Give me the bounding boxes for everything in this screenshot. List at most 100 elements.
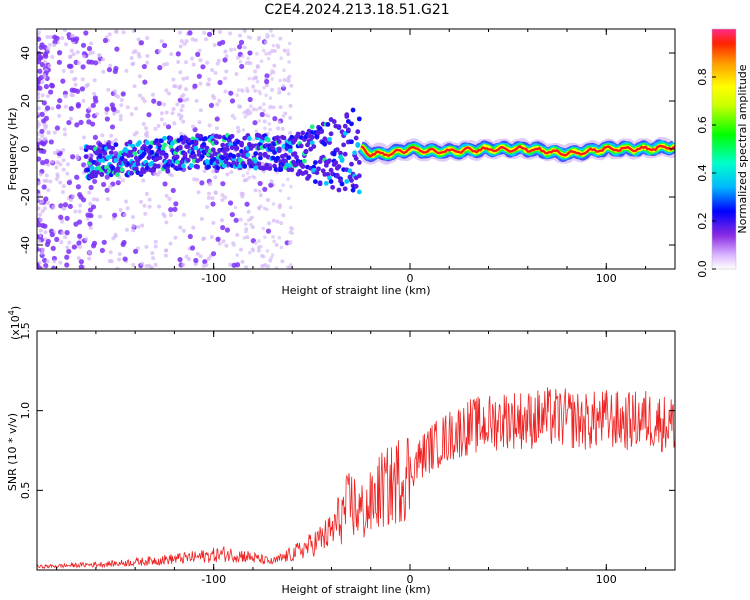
spectrum-mark <box>272 150 277 155</box>
noise-mark <box>271 43 276 48</box>
noise-mark <box>124 227 129 232</box>
noise-mark <box>182 41 187 46</box>
noise-mark <box>92 60 99 66</box>
spectrum-mark <box>225 146 230 152</box>
noise-mark <box>131 223 136 228</box>
noise-mark <box>87 190 92 195</box>
noise-mark <box>289 184 293 189</box>
noise-mark <box>39 111 45 117</box>
noise-mark <box>104 116 110 122</box>
noise-mark <box>58 162 63 167</box>
noise-mark <box>112 212 118 218</box>
noise-mark <box>37 145 40 151</box>
noise-mark <box>274 266 279 269</box>
noise-mark <box>118 207 123 212</box>
noise-mark <box>206 195 211 200</box>
noise-mark <box>40 93 45 98</box>
noise-mark <box>120 178 125 183</box>
noise-mark <box>102 37 109 44</box>
noise-mark <box>101 239 107 245</box>
spectrum-mark <box>339 158 345 163</box>
noise-mark <box>288 130 293 135</box>
spectrum-mark <box>144 140 150 145</box>
spectrum-mark <box>294 154 299 160</box>
noise-mark <box>185 76 190 81</box>
x-tick-label: 100 <box>596 272 617 285</box>
noise-mark <box>37 95 41 100</box>
noise-mark <box>205 204 210 209</box>
spectrum-mark <box>303 169 309 175</box>
noise-mark <box>279 245 284 250</box>
noise-mark <box>39 251 44 256</box>
noise-mark <box>286 48 290 53</box>
noise-mark <box>247 175 252 180</box>
noise-mark <box>153 244 158 249</box>
noise-mark <box>181 119 186 124</box>
spectrum-mark <box>300 130 306 136</box>
colorbar-frame <box>711 28 737 270</box>
noise-mark <box>245 112 250 117</box>
noise-mark <box>124 199 129 204</box>
y-tick-label: 1.0 <box>19 402 32 420</box>
spectrum-mark <box>281 135 287 141</box>
noise-mark <box>100 133 105 138</box>
noise-mark <box>50 245 56 251</box>
spectrum-mark <box>221 163 227 169</box>
noise-mark <box>242 45 247 50</box>
noise-mark <box>274 242 279 247</box>
noise-mark <box>62 127 67 132</box>
noise-mark <box>78 203 83 208</box>
noise-mark <box>60 190 65 195</box>
noise-mark <box>42 206 47 211</box>
noise-mark <box>82 135 87 140</box>
noise-mark <box>198 58 203 63</box>
noise-mark <box>244 61 249 66</box>
noise-mark <box>235 253 240 257</box>
noise-mark <box>162 214 167 219</box>
noise-mark <box>229 47 234 52</box>
spectrum-mark <box>328 131 334 137</box>
noise-mark <box>254 107 259 112</box>
spectrum-mark <box>270 145 276 151</box>
noise-mark <box>55 174 60 179</box>
spectrum-mark <box>339 181 345 187</box>
noise-mark <box>189 56 194 61</box>
noise-mark <box>66 63 73 69</box>
noise-mark <box>237 33 242 38</box>
noise-mark <box>228 262 233 267</box>
noise-mark <box>262 186 268 192</box>
noise-mark <box>143 126 148 131</box>
noise-mark <box>37 246 40 252</box>
noise-mark <box>191 62 196 67</box>
noise-mark <box>79 146 84 151</box>
noise-mark <box>64 262 70 268</box>
noise-mark <box>85 113 91 119</box>
noise-mark <box>259 244 263 249</box>
noise-mark <box>248 217 253 222</box>
noise-mark <box>80 64 86 70</box>
noise-mark <box>191 124 196 129</box>
colorbar: 0.0 0.2 0.4 0.6 0.8 Normalized spectral ampl… <box>696 28 749 278</box>
noise-mark <box>37 180 41 185</box>
noise-mark <box>251 248 256 253</box>
spectrum-mark <box>344 179 350 184</box>
snr-x-label: Height of straight line (km) <box>281 583 430 596</box>
noise-mark <box>45 94 50 99</box>
spectrum-mark <box>193 145 199 151</box>
noise-mark <box>89 41 94 46</box>
noise-mark <box>60 78 66 84</box>
spectrum-mark <box>317 159 323 165</box>
noise-mark <box>77 233 83 239</box>
noise-mark <box>75 155 80 160</box>
noise-mark <box>95 112 100 117</box>
noise-mark <box>168 213 173 218</box>
noise-mark <box>195 51 201 57</box>
noise-mark <box>244 265 249 269</box>
noise-mark <box>278 78 283 83</box>
noise-mark <box>270 253 275 257</box>
noise-mark <box>243 114 248 119</box>
noise-mark <box>257 119 262 123</box>
snr-frame <box>36 330 676 571</box>
spectrum-mark <box>242 164 248 169</box>
noise-mark <box>210 196 215 201</box>
